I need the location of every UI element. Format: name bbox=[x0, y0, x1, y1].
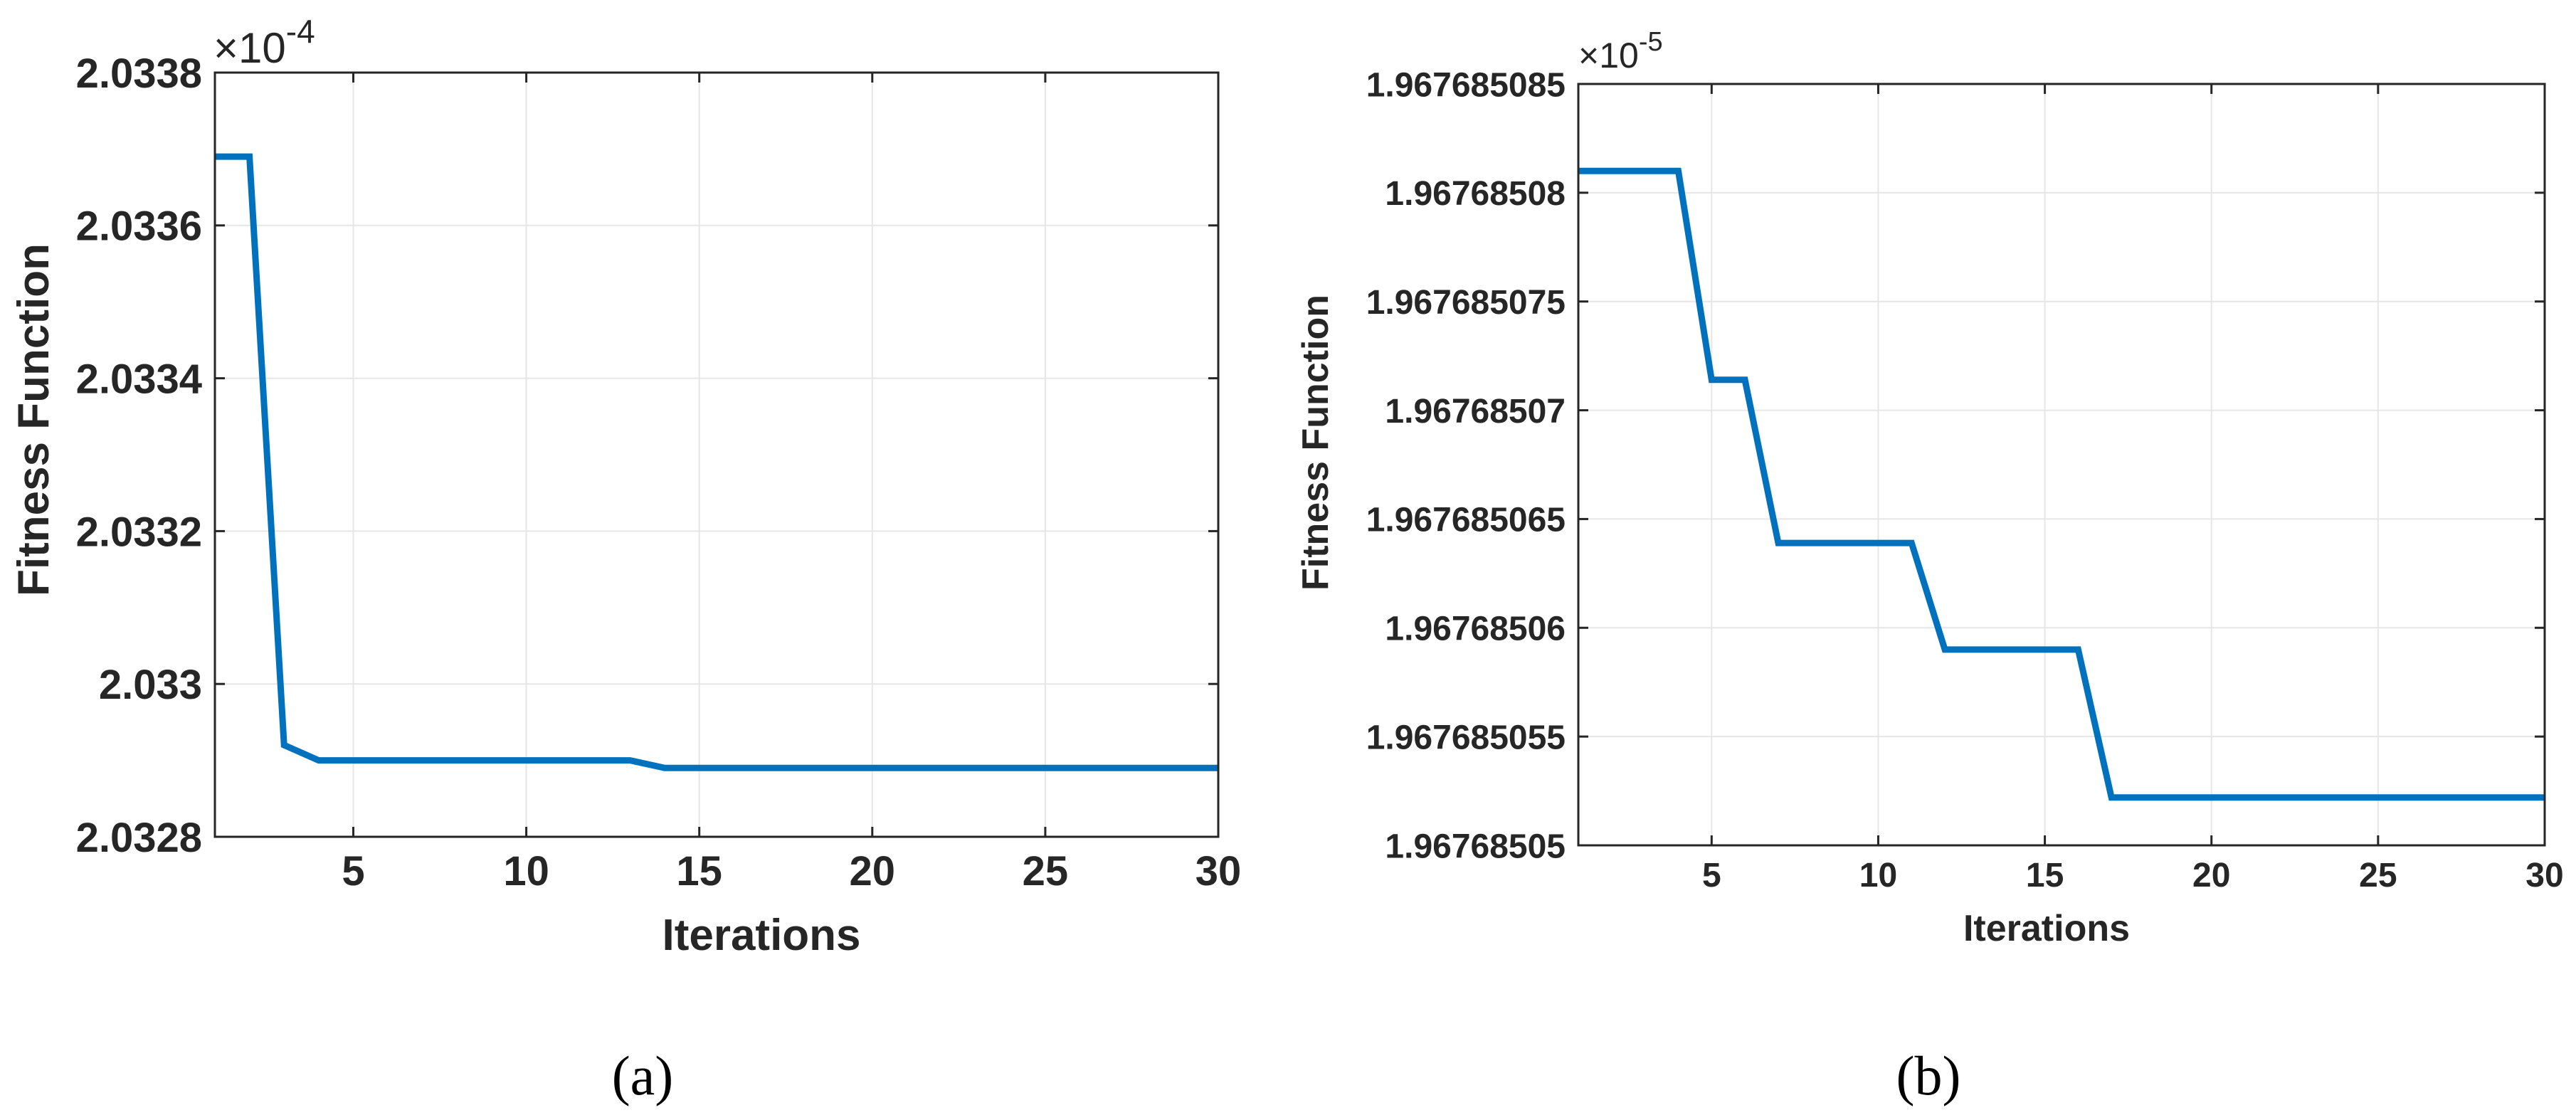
y-tick-label: 1.96768506 bbox=[1385, 611, 1566, 648]
y-tick-label: 2.0338 bbox=[76, 51, 202, 97]
grid-a bbox=[215, 73, 1218, 837]
x-tick-label: 15 bbox=[676, 848, 722, 894]
y-tick-label: 2.0336 bbox=[76, 204, 202, 250]
panel-b: 1.96768505 1.967685055 1.96768506 1.9676850… bbox=[1295, 27, 2564, 1106]
series-line-b bbox=[1578, 167, 2545, 801]
y-ticks-b: 1.96768505 1.967685055 1.96768506 1.9676850… bbox=[1366, 66, 2545, 865]
y-tick-label: 2.0332 bbox=[76, 509, 202, 555]
y-exponent-b: ×10-5 bbox=[1578, 27, 1663, 75]
y-exponent-a: ×10-4 bbox=[213, 13, 315, 72]
y-tick-label: 2.0334 bbox=[76, 356, 202, 402]
y-tick-label: 2.0328 bbox=[76, 815, 202, 861]
series-line-a bbox=[215, 153, 1218, 771]
x-tick-label: 25 bbox=[2359, 857, 2397, 894]
y-tick-label: 1.96768507 bbox=[1385, 393, 1566, 430]
x-ticks-b: 5 10 15 20 25 30 bbox=[1702, 84, 2564, 894]
x-tick-label: 15 bbox=[2026, 857, 2064, 894]
panel-label-a: (a) bbox=[612, 1045, 674, 1106]
plot-frame-b bbox=[1577, 83, 2546, 847]
y-tick-label: 1.967685075 bbox=[1366, 284, 1566, 322]
x-tick-label: 20 bbox=[2192, 857, 2230, 894]
x-tick-label: 5 bbox=[1702, 857, 1721, 894]
y-tick-label: 1.967685055 bbox=[1366, 719, 1566, 756]
x-tick-label: 20 bbox=[850, 848, 896, 894]
x-axis-label-a: Iterations bbox=[662, 911, 860, 960]
y-ticks-a: 2.0328 2.033 2.0332 2.0334 2.0336 2.0338 bbox=[76, 51, 1218, 861]
y-tick-label: 1.96768505 bbox=[1385, 828, 1566, 865]
y-tick-label: 1.96768508 bbox=[1385, 175, 1566, 213]
x-ticks-a: 5 10 15 20 25 30 bbox=[342, 73, 1241, 894]
y-tick-label: 1.967685065 bbox=[1366, 502, 1566, 539]
x-tick-label: 30 bbox=[1195, 848, 1242, 894]
x-tick-label: 25 bbox=[1023, 848, 1069, 894]
y-axis-label-a: Fitness Function bbox=[9, 243, 58, 596]
x-tick-label: 10 bbox=[1859, 857, 1897, 894]
y-axis-label-b: Fitness Function bbox=[1295, 295, 1336, 591]
y-tick-label: 1.967685085 bbox=[1366, 66, 1566, 104]
x-axis-label-b: Iterations bbox=[1963, 908, 2130, 949]
plot-frame-a bbox=[213, 71, 1220, 838]
x-tick-label: 10 bbox=[503, 848, 549, 894]
y-tick-label: 2.033 bbox=[99, 662, 202, 708]
panel-a: 2.0328 2.033 2.0332 2.0334 2.0336 2.0338 5 10 1… bbox=[9, 13, 1241, 1106]
x-tick-label: 5 bbox=[342, 848, 364, 894]
panel-label-b: (b) bbox=[1896, 1045, 1961, 1106]
x-tick-label: 30 bbox=[2525, 857, 2563, 894]
grid-b bbox=[1578, 84, 2545, 845]
